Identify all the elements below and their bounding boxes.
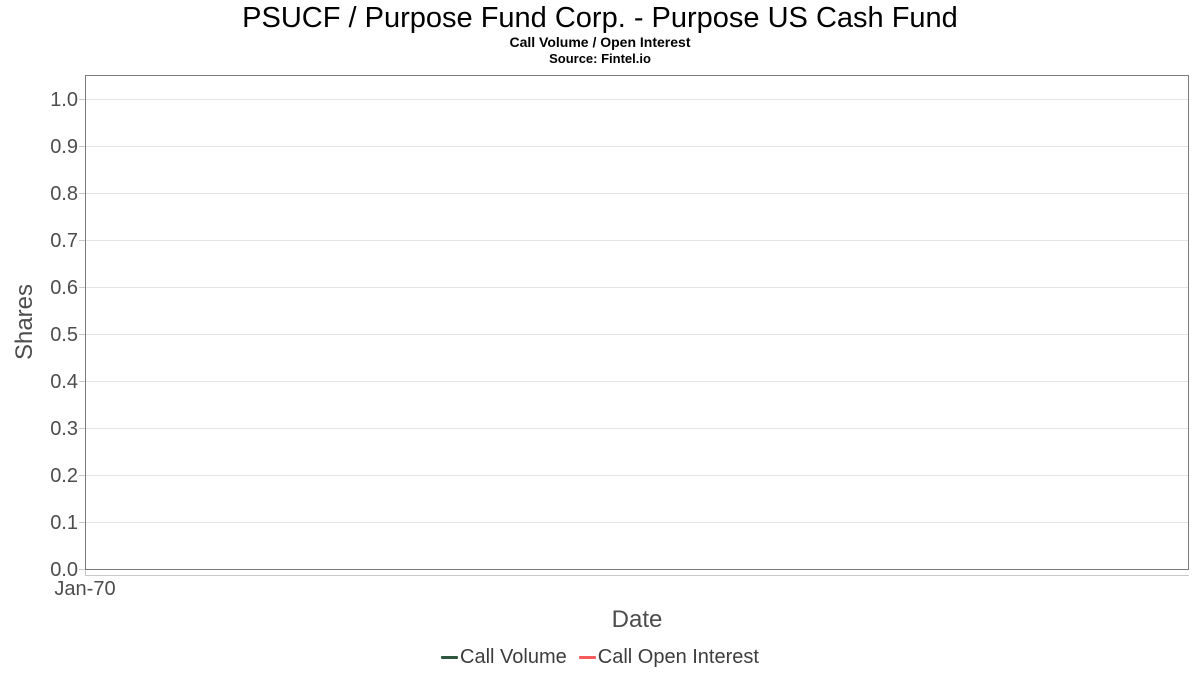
y-gridline: [86, 334, 1188, 335]
x-tick-label: Jan-70: [54, 578, 116, 600]
y-tick-mark: [79, 475, 85, 476]
legend-label: Call Open Interest: [597, 646, 759, 668]
y-tick-mark: [79, 146, 85, 147]
y-tick-label: 0.3: [50, 418, 78, 440]
plot-area: [85, 75, 1189, 570]
y-tick-mark: [79, 381, 85, 382]
y-tick-mark: [79, 287, 85, 288]
legend-item-call-open-interest[interactable]: Call Open Interest: [578, 646, 759, 669]
y-tick-label: 0.7: [50, 230, 78, 252]
y-tick-label: 0.9: [50, 136, 78, 158]
x-axis-title: Date: [611, 606, 663, 633]
y-tick-label: 0.5: [50, 324, 78, 346]
y-tick-label: 0.2: [50, 465, 78, 487]
legend-label: Call Volume: [460, 646, 567, 668]
y-tick-mark: [79, 522, 85, 523]
y-gridline: [86, 381, 1188, 382]
y-tick-mark: [79, 99, 85, 100]
y-gridline: [86, 428, 1188, 429]
y-tick-mark: [79, 428, 85, 429]
y-tick-label: 0.4: [50, 371, 78, 393]
chart-source: Source: Fintel.io: [549, 51, 651, 66]
y-gridline: [86, 287, 1188, 288]
y-gridline: [86, 522, 1188, 523]
y-tick-label: 0.8: [50, 183, 78, 205]
y-tick-mark: [79, 193, 85, 194]
chart-subtitle: Call Volume / Open Interest: [509, 34, 691, 50]
legend-item-call-volume[interactable]: Call Volume: [441, 646, 567, 669]
y-tick-label: 0.6: [50, 277, 78, 299]
y-tick-mark: [79, 240, 85, 241]
y-gridline: [86, 146, 1188, 147]
y-tick-mark: [79, 569, 85, 570]
legend-marker-call-volume: [441, 656, 459, 659]
y-gridline: [86, 475, 1188, 476]
x-axis-line: [85, 575, 1189, 576]
legend-marker-call-open-interest: [578, 656, 596, 659]
x-tick-mark: [85, 570, 86, 576]
y-gridline: [86, 193, 1188, 194]
y-tick-label: 0.0: [50, 559, 78, 581]
y-gridline: [86, 99, 1188, 100]
y-tick-label: 0.1: [50, 512, 78, 534]
y-gridline: [86, 240, 1188, 241]
chart-title: PSUCF / Purpose Fund Corp. - Purpose US …: [242, 2, 958, 34]
y-tick-label: 1.0: [50, 89, 78, 111]
y-axis-title: Shares: [11, 283, 38, 361]
y-tick-mark: [79, 334, 85, 335]
legend: Call Volume Call Open Interest: [0, 646, 1200, 669]
